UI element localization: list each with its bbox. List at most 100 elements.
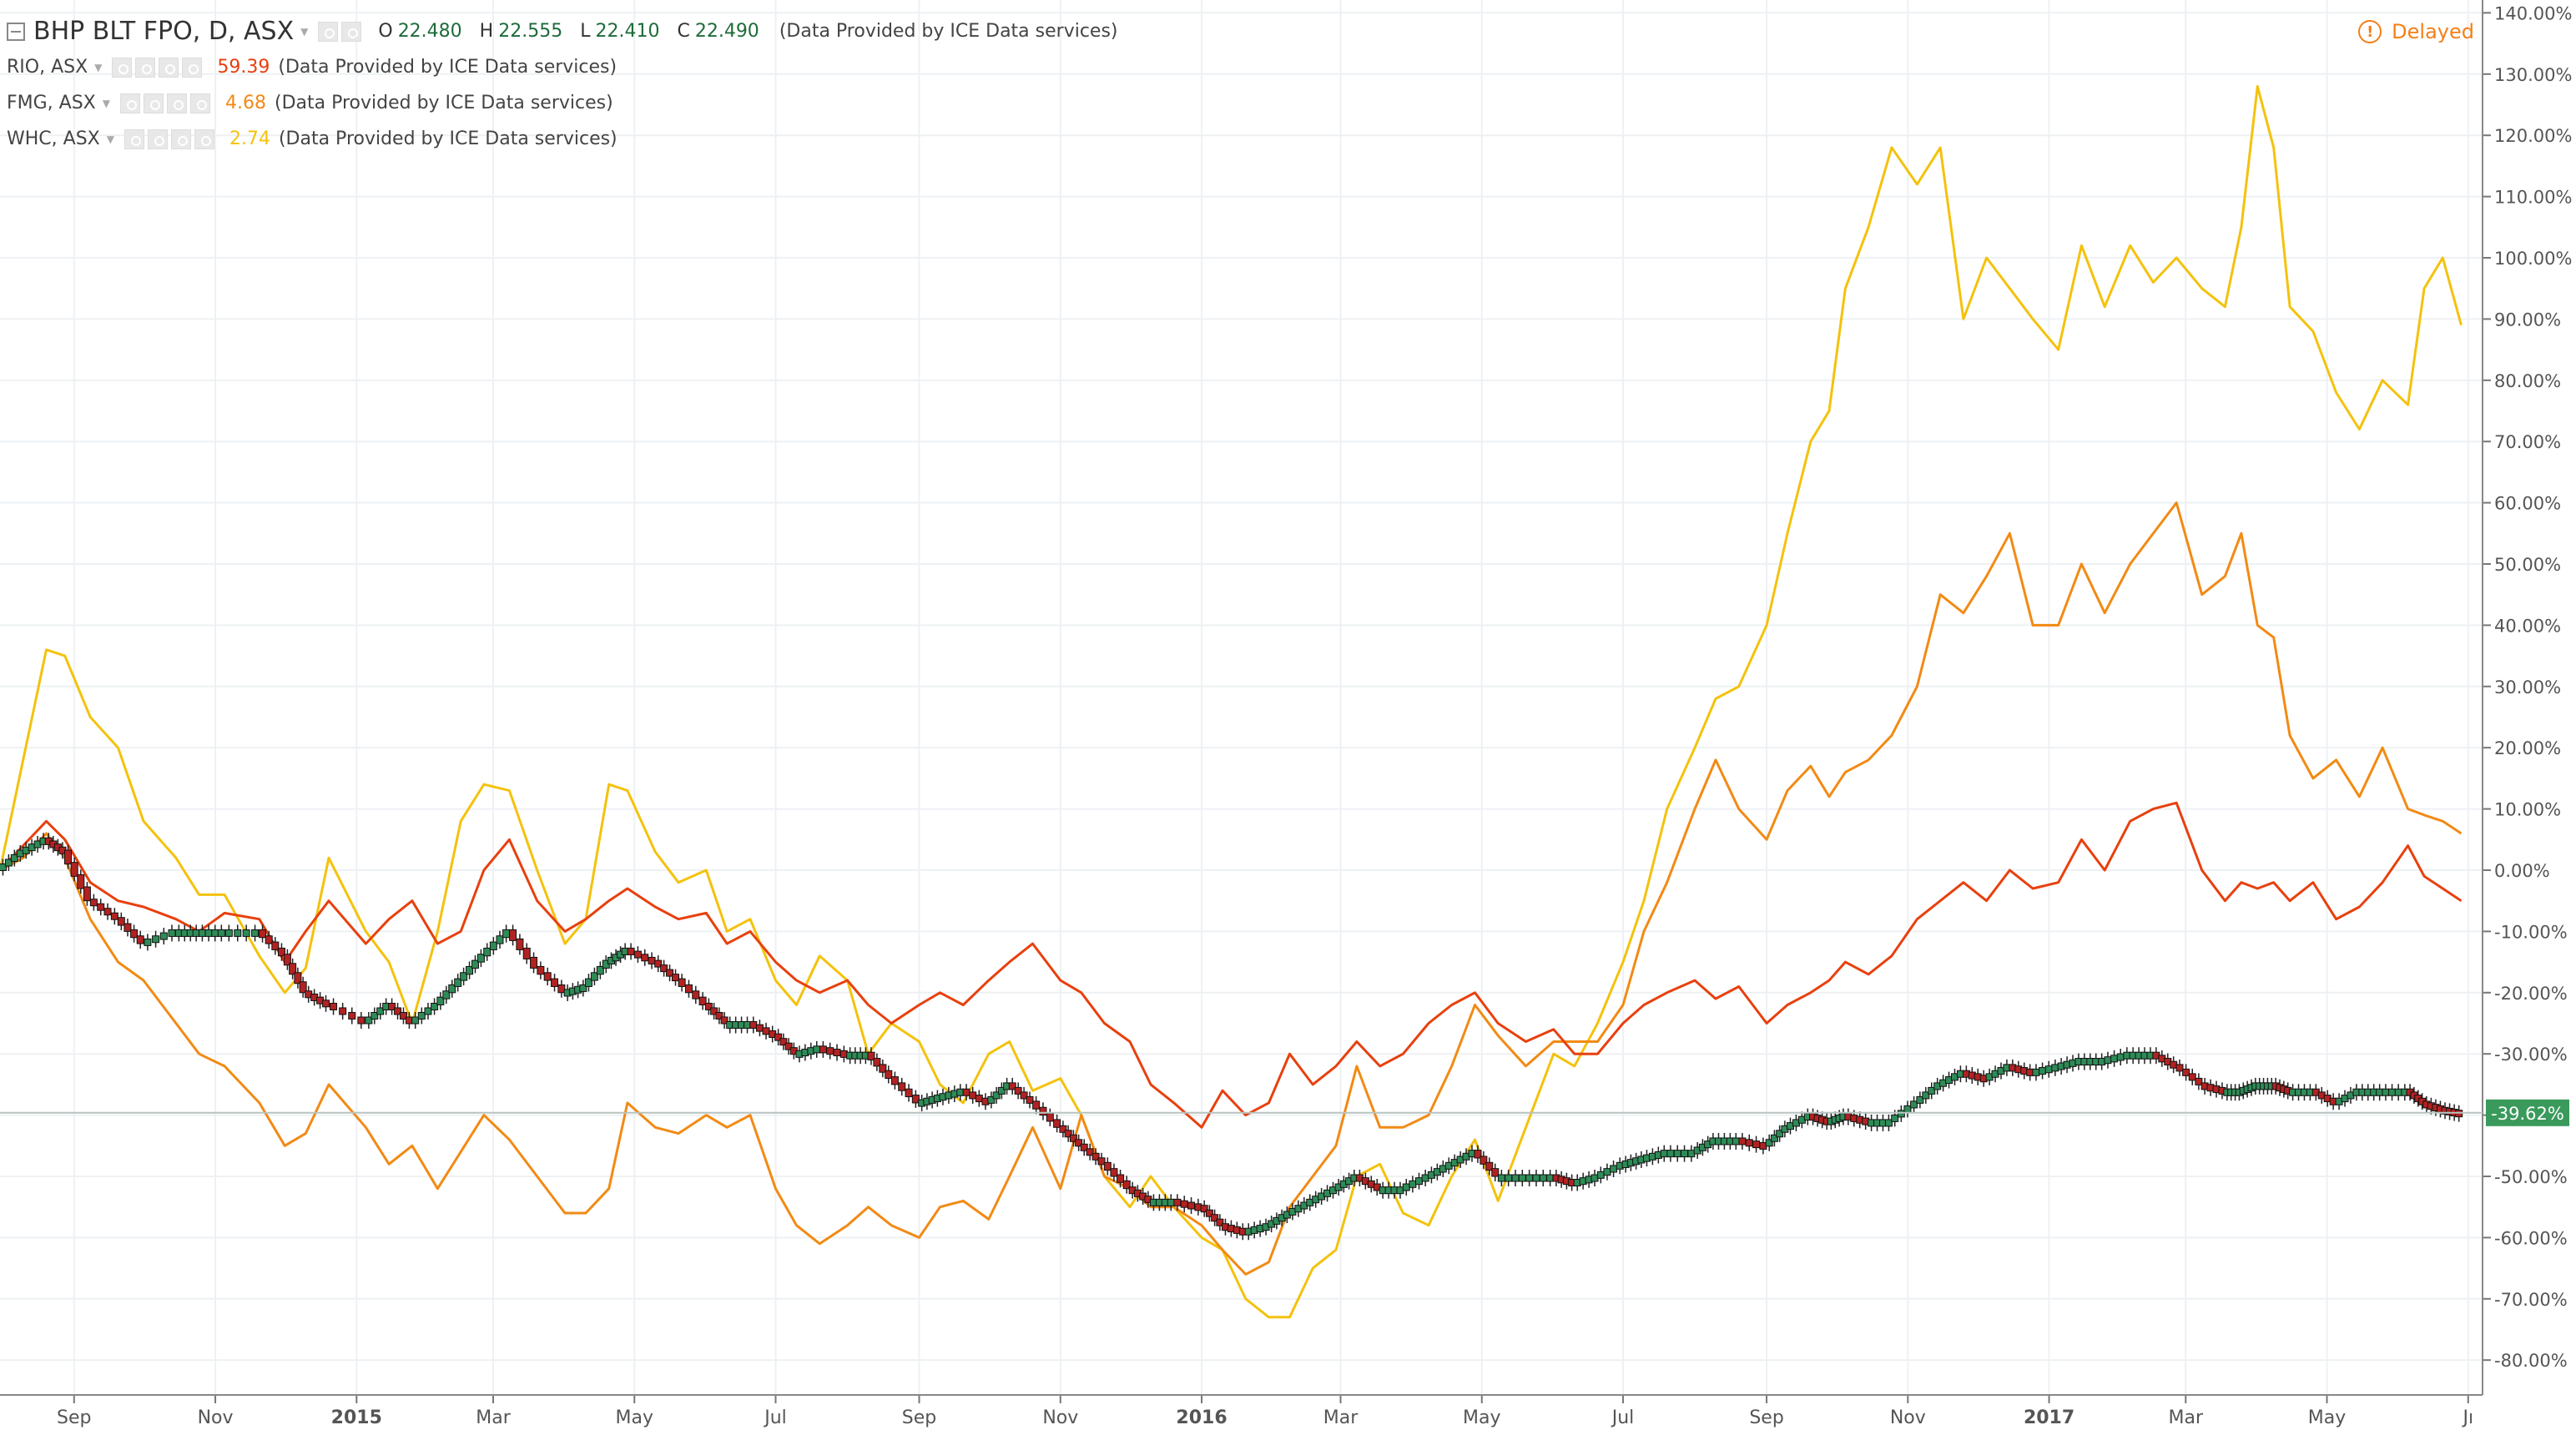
candle-body xyxy=(833,1049,841,1057)
candle-body xyxy=(969,1091,977,1100)
x-tick-label: Mar xyxy=(1323,1407,1359,1428)
gear-icon[interactable] xyxy=(147,128,168,149)
candle-body xyxy=(211,929,219,937)
y-tick-label: 120.00% xyxy=(2494,126,2572,146)
x-tick-label: Nov xyxy=(1890,1407,1926,1428)
candle-body xyxy=(1097,1157,1106,1166)
y-tick-label: 40.00% xyxy=(2494,616,2561,636)
x-tick-label: 2015 xyxy=(331,1407,382,1428)
series-line-fmg xyxy=(0,501,2463,1276)
y-tick-label: 0.00% xyxy=(2494,861,2550,881)
candle-body xyxy=(476,954,485,963)
candle-body xyxy=(271,941,280,950)
candle-body xyxy=(867,1051,875,1061)
x-tick-label: Sep xyxy=(57,1407,91,1428)
x-tick-label: Nov xyxy=(1042,1407,1078,1428)
chevron-down-icon[interactable]: ▼ xyxy=(300,25,309,38)
candle-body xyxy=(1480,1156,1488,1165)
candle-body xyxy=(1103,1161,1112,1171)
candle-body xyxy=(1505,1174,1513,1182)
candle-body xyxy=(509,929,517,941)
plus-icon[interactable] xyxy=(159,57,179,78)
candle-body xyxy=(1474,1150,1482,1159)
plus-icon[interactable] xyxy=(170,128,191,149)
candle-body xyxy=(136,935,144,944)
close-icon[interactable] xyxy=(190,93,210,113)
candle-body xyxy=(762,1027,770,1035)
y-tick-label: 100.00% xyxy=(2494,249,2572,269)
candle-body xyxy=(2182,1068,2190,1076)
candle-body xyxy=(2394,1088,2402,1096)
fmg-symbol[interactable]: FMG, ASX xyxy=(7,93,96,113)
y-tick-label: 20.00% xyxy=(2494,738,2561,758)
rio-symbol[interactable]: RIO, ASX xyxy=(7,57,88,78)
fmg-value: 4.68 xyxy=(225,93,266,113)
candle-body xyxy=(779,1038,788,1046)
candle-body xyxy=(1064,1130,1072,1138)
candle-body xyxy=(579,984,587,992)
chevron-down-icon[interactable]: ▼ xyxy=(102,97,110,109)
x-tick-label: Nov xyxy=(198,1407,234,1428)
candle-body xyxy=(1897,1110,1905,1118)
close-icon[interactable] xyxy=(194,128,214,149)
candle-body xyxy=(124,923,132,932)
candle-body xyxy=(666,969,674,977)
candle-body xyxy=(1745,1139,1753,1147)
candle-body xyxy=(704,1002,713,1010)
x-tick-label: Sep xyxy=(902,1407,936,1428)
candle-body xyxy=(1053,1119,1061,1128)
main-symbol[interactable]: BHP BLT FPO, D, ASX xyxy=(33,17,295,46)
candle-body xyxy=(1075,1139,1083,1147)
candle-body xyxy=(217,929,225,937)
eye-icon[interactable] xyxy=(124,128,144,149)
candle-body xyxy=(1539,1174,1547,1182)
y-tick-label: 10.00% xyxy=(2494,800,2561,820)
candle-body xyxy=(371,1011,379,1020)
chevron-down-icon[interactable]: ▼ xyxy=(94,61,103,73)
gear-icon[interactable] xyxy=(341,21,362,42)
eye-icon[interactable] xyxy=(318,21,339,42)
candle-body xyxy=(348,1011,356,1020)
candle-body xyxy=(330,1002,338,1010)
open-value: 22.480 xyxy=(397,21,462,42)
candle-body xyxy=(234,929,242,937)
candle-body xyxy=(1026,1095,1034,1104)
y-tick-label: -10.00% xyxy=(2494,922,2568,942)
whc-symbol[interactable]: WHC, ASX xyxy=(7,128,100,149)
candle-body xyxy=(1402,1183,1410,1191)
last-value-badge xyxy=(2486,1099,2569,1126)
candle-body xyxy=(83,886,91,902)
x-tick-label: Jul xyxy=(763,1407,787,1428)
y-tick-label: 130.00% xyxy=(2494,65,2572,85)
candle-body xyxy=(502,929,511,939)
candle-body xyxy=(2104,1056,2112,1065)
candle-body xyxy=(322,999,330,1008)
candle-body xyxy=(1765,1139,1773,1147)
collapse-icon[interactable] xyxy=(7,22,25,41)
candle-body xyxy=(70,862,78,877)
candle-body xyxy=(698,996,707,1005)
candle-body xyxy=(2388,1088,2397,1096)
x-tick-label: Mar xyxy=(476,1407,511,1428)
close-icon[interactable] xyxy=(182,57,203,78)
candle-body xyxy=(715,1011,723,1020)
candle-body xyxy=(1039,1106,1047,1116)
delayed-indicator[interactable]: ! Delayed xyxy=(2358,20,2474,43)
chevron-down-icon[interactable]: ▼ xyxy=(106,133,114,145)
gear-icon[interactable] xyxy=(144,93,164,113)
eye-icon[interactable] xyxy=(112,57,133,78)
candle-body xyxy=(557,984,566,994)
plus-icon[interactable] xyxy=(167,93,187,113)
warning-icon: ! xyxy=(2358,20,2382,43)
candle-body xyxy=(471,959,479,969)
candle-body xyxy=(684,984,693,994)
candle-body xyxy=(590,972,598,981)
candle-body xyxy=(376,1007,385,1015)
gear-icon[interactable] xyxy=(135,57,156,78)
candle-body xyxy=(2188,1073,2196,1081)
candle-body xyxy=(1660,1150,1668,1158)
eye-icon[interactable] xyxy=(120,93,140,113)
candle-body xyxy=(530,956,538,969)
